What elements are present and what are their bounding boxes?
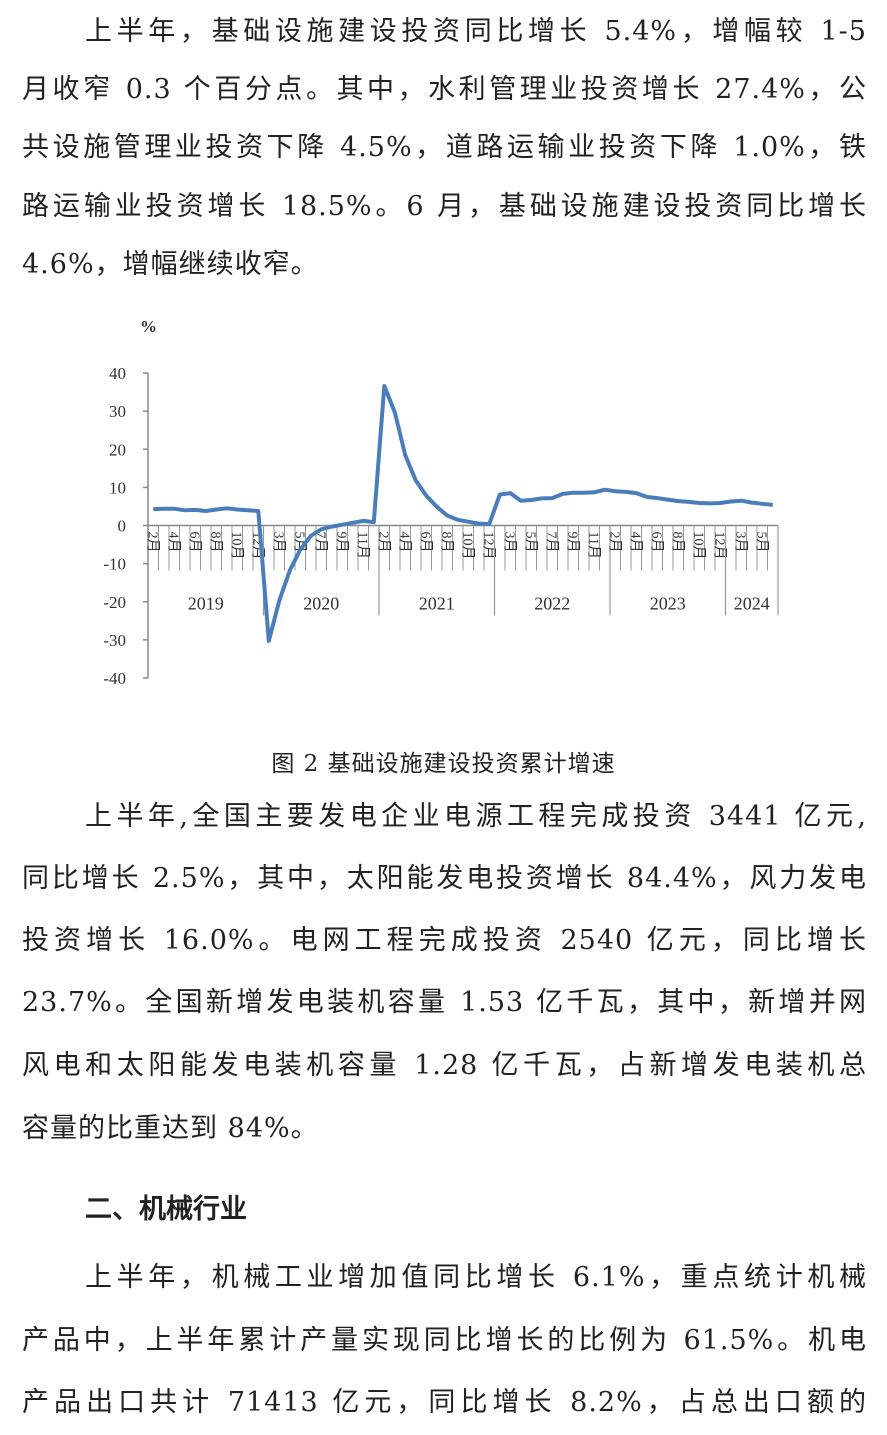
month-label: 2月 (144, 532, 160, 553)
series-line (153, 384, 774, 643)
figure-caption: 图 2 基础设施建设投资累计增速 (271, 751, 616, 777)
month-label: 4月 (396, 532, 412, 553)
year-label: 2023 (650, 594, 686, 614)
paragraph-line: 上半年,全国主要发电企业电源工程完成投资 3441 亿元, (85, 801, 867, 832)
paragraph-line: 产品中，上半年累计产量实现同比增长的比例为 61.5%。机电 (22, 1325, 867, 1356)
paragraph-line: 4.6%，增幅继续收窄。 (22, 249, 319, 280)
month-label: 8月 (669, 532, 685, 553)
y-tick-label: -20 (103, 593, 126, 612)
paragraph-line: 产品出口共计 71413 亿元，同比增长 8.2%，占总出口额的 (22, 1387, 867, 1418)
month-label: 4月 (165, 532, 181, 553)
paragraph-line: 共设施管理业投资下降 4.5%，道路运输业投资下降 1.0%，铁 (22, 132, 867, 163)
month-label: 6月 (186, 532, 202, 553)
month-label: 3月 (270, 532, 286, 553)
y-tick-label: -40 (103, 669, 126, 688)
month-label: 10月 (228, 532, 244, 560)
paragraph-line: 23.7%。全国新增发电装机容量 1.53 亿千瓦，其中，新增并网 (22, 987, 867, 1018)
paragraph-line: 容量的比重达到 84%。 (22, 1113, 319, 1144)
month-label: 8月 (207, 532, 223, 553)
y-tick-label: 20 (109, 440, 126, 459)
y-tick-label: 10 (109, 478, 126, 497)
year-label: 2020 (303, 594, 339, 614)
month-label: 9月 (564, 532, 580, 553)
paragraph-line: 同比增长 2.5%，其中，太阳能发电投资增长 84.4%，风力发电 (22, 863, 867, 894)
month-label: 11月 (354, 532, 370, 559)
paragraph-line: 月收窄 0.3 个百分点。其中，水利管理业投资增长 27.4%，公 (22, 74, 867, 105)
month-label: 3月 (732, 532, 748, 553)
year-label: 2022 (534, 594, 570, 614)
month-label: 3月 (501, 532, 517, 553)
y-tick-label: -10 (103, 555, 126, 574)
month-label: 2月 (375, 532, 391, 553)
month-label: 2月 (606, 532, 622, 553)
month-label: 6月 (417, 532, 433, 553)
paragraph-line: 上半年，基础设施建设投资同比增长 5.4%，增幅较 1-5 (85, 16, 867, 47)
month-label: 5月 (522, 532, 538, 553)
month-label: 10月 (459, 532, 475, 560)
month-label: 4月 (627, 532, 643, 553)
paragraph-line: 路运输业投资增长 18.5%。6 月，基础设施建设投资同比增长 (22, 191, 867, 222)
month-label: 6月 (648, 532, 664, 553)
month-label: 10月 (690, 532, 706, 560)
paragraph-line: 上半年，机械工业增加值同比增长 6.1%，重点统计机械 (85, 1262, 867, 1293)
month-label: 5月 (753, 532, 769, 553)
y-tick-label: 30 (109, 402, 126, 421)
y-axis-unit: % (140, 317, 157, 336)
month-label: 12月 (711, 532, 727, 560)
y-tick-label: 40 (109, 364, 126, 383)
month-label: 12月 (480, 532, 496, 560)
paragraph-line: 风电和太阳能发电装机容量 1.28 亿千瓦，占新增发电装机总 (22, 1050, 867, 1081)
y-tick-label: -30 (103, 631, 126, 650)
paragraph-line: 投资增长 16.0%。电网工程完成投资 2540 亿元，同比增长 (22, 925, 867, 956)
year-label: 2024 (734, 594, 770, 614)
month-label: 9月 (333, 532, 349, 553)
month-label: 11月 (585, 532, 601, 559)
section-heading: 二、机械行业 (85, 1194, 247, 1225)
month-label: 8月 (438, 532, 454, 553)
y-tick-label: 0 (118, 517, 127, 536)
month-label: 7月 (312, 532, 328, 553)
year-label: 2021 (419, 594, 455, 614)
month-label: 7月 (543, 532, 559, 553)
year-label: 2019 (188, 594, 224, 614)
